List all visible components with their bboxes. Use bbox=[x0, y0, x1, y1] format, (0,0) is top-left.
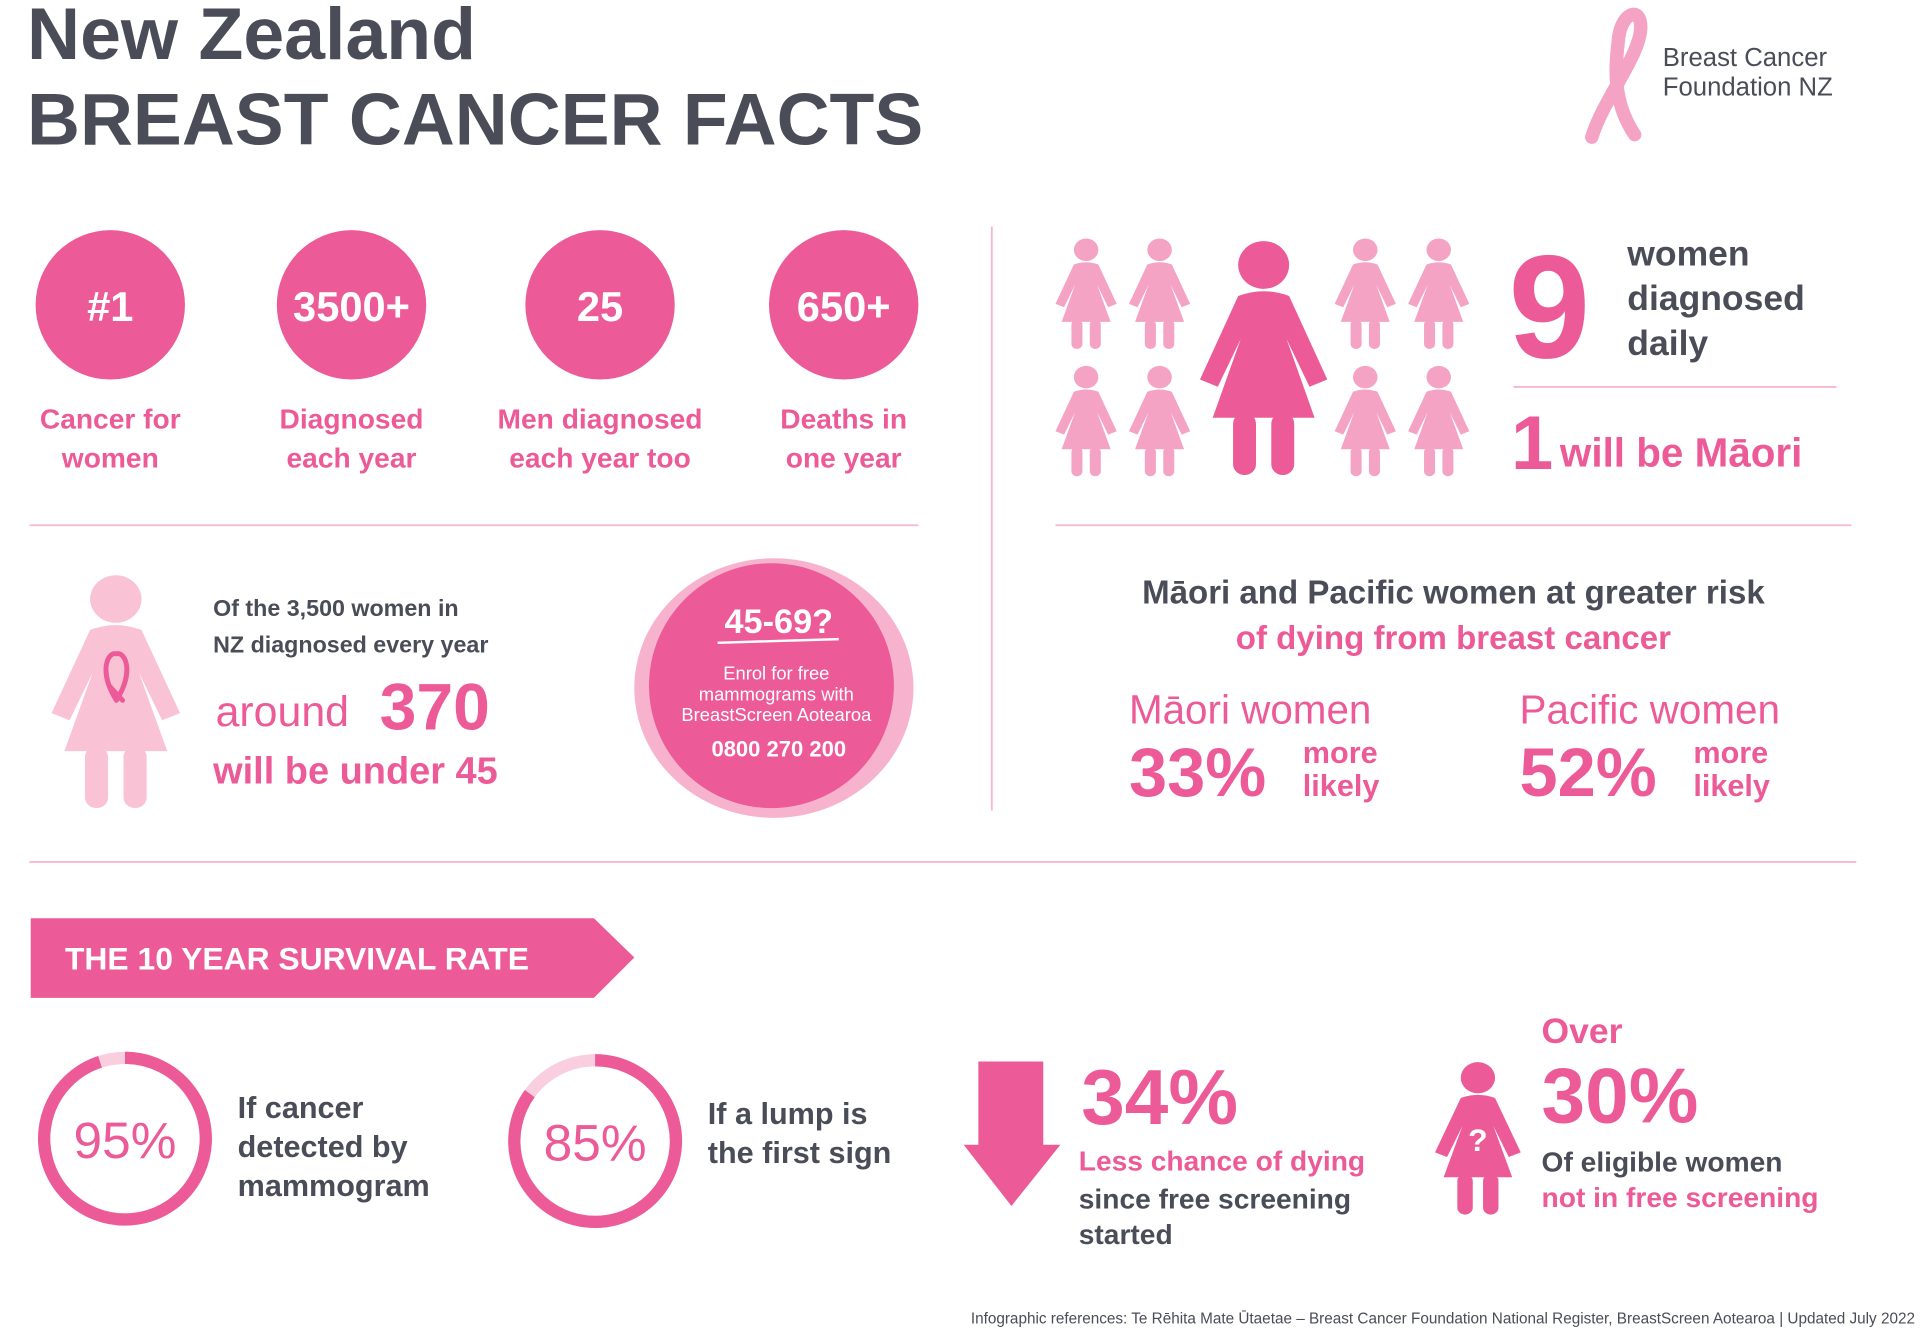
under45-tail: will be under 45 bbox=[212, 751, 498, 793]
ring-label: 95% bbox=[74, 1111, 177, 1169]
not-screened-text: Of eligible women bbox=[1542, 1147, 1783, 1178]
title-line: BREAST CANCER FACTS bbox=[27, 77, 923, 160]
stat-label: Men diagnosed bbox=[498, 404, 703, 435]
ring-arc bbox=[508, 1054, 683, 1229]
stat-value: #1 bbox=[87, 283, 133, 330]
rate-text: If cancer bbox=[238, 1091, 364, 1125]
footer: Infographic references: Te Rēhita Mate Ū… bbox=[971, 1311, 1915, 1328]
stat-value: 650+ bbox=[797, 283, 891, 330]
risk-group-name: Pacific women bbox=[1520, 687, 1780, 733]
daily-text: diagnosed bbox=[1627, 278, 1805, 318]
ring-arc bbox=[38, 1051, 212, 1226]
impact-text: started bbox=[1079, 1219, 1173, 1250]
figure-maori bbox=[1199, 241, 1328, 476]
risk-more: more bbox=[1693, 736, 1768, 770]
logo-text: Breast Cancer bbox=[1663, 44, 1828, 72]
stat-circle bbox=[35, 230, 185, 380]
stat-label: Cancer for bbox=[40, 404, 181, 435]
maori-number: 1 bbox=[1511, 401, 1553, 486]
risk-likely: likely bbox=[1693, 769, 1770, 803]
stat-label: Deaths in bbox=[780, 404, 907, 435]
banner-text: THE 10 YEAR SURVIVAL RATE bbox=[65, 941, 529, 977]
stat-value: 3500+ bbox=[293, 283, 410, 330]
badge-text: mammograms with bbox=[699, 683, 854, 704]
stats: #1 Cancer for women 3500+ Diagnosed each year… bbox=[35, 230, 919, 474]
under45-text: NZ diagnosed every year bbox=[213, 632, 488, 658]
impact-highlight: Less chance of dying bbox=[1079, 1145, 1365, 1176]
not-screened-text: not in free screening bbox=[1542, 1182, 1819, 1213]
title-line: New Zealand bbox=[27, 0, 476, 75]
impact-value: 34% bbox=[1081, 1053, 1238, 1141]
stat-label: Diagnosed bbox=[280, 404, 424, 435]
stat-circle bbox=[276, 230, 427, 380]
risk-group-value: 33% bbox=[1129, 734, 1266, 811]
stat-label: each year bbox=[287, 443, 417, 474]
stat-circle bbox=[525, 230, 675, 380]
stat-circle bbox=[769, 230, 919, 380]
stat-label: each year too bbox=[509, 443, 691, 474]
under45-number: 370 bbox=[380, 671, 490, 745]
maori-text: will be Māori bbox=[1559, 429, 1802, 475]
stat-label: women bbox=[61, 443, 159, 474]
badge-text: BreastScreen Aotearoa bbox=[681, 704, 872, 725]
logo-ribbon bbox=[1585, 7, 1648, 144]
risk-subheading: of dying from breast cancer bbox=[1236, 620, 1671, 657]
not-screened-prefix: Over bbox=[1542, 1011, 1623, 1051]
badge-phone: 0800 270 200 bbox=[711, 737, 846, 762]
risk-group-name: Māori women bbox=[1129, 687, 1371, 733]
badge-text: Enrol for free bbox=[723, 663, 829, 684]
under45-text: Of the 3,500 women in bbox=[213, 595, 458, 621]
logo-text: Foundation NZ bbox=[1663, 73, 1833, 101]
daily-text: daily bbox=[1627, 323, 1708, 363]
stat-label: one year bbox=[786, 443, 902, 474]
rate-text: detected by bbox=[238, 1130, 408, 1164]
impact-text: since free screening bbox=[1079, 1183, 1351, 1214]
risk-group-value: 52% bbox=[1520, 734, 1657, 811]
rate-text: the first sign bbox=[708, 1136, 892, 1170]
under45-around: around bbox=[216, 688, 349, 736]
daily-text: women bbox=[1626, 234, 1749, 274]
survival-rates: 95% If cancer detected by mammogram 85% If a … bbox=[38, 1051, 892, 1229]
rate-text: If a lump is bbox=[708, 1097, 868, 1131]
risk-more: more bbox=[1303, 736, 1378, 770]
daily-number: 9 bbox=[1509, 226, 1591, 390]
ring-label: 85% bbox=[544, 1114, 647, 1172]
banner bbox=[30, 918, 635, 998]
svg-text:?: ? bbox=[1468, 1122, 1487, 1158]
rate-text: mammogram bbox=[238, 1169, 430, 1203]
stat-value: 25 bbox=[577, 283, 623, 330]
woman-question-figure: ? bbox=[1435, 1062, 1521, 1215]
woman-ribbon-figure bbox=[51, 575, 181, 809]
screening-badge bbox=[634, 558, 914, 818]
risk-likely: likely bbox=[1303, 769, 1380, 803]
risk-heading: Māori and Pacific women at greater risk bbox=[1142, 575, 1765, 612]
badge-title: 45-69? bbox=[725, 603, 834, 641]
not-screened-value: 30% bbox=[1542, 1052, 1699, 1140]
arrow-down bbox=[963, 1061, 1061, 1206]
